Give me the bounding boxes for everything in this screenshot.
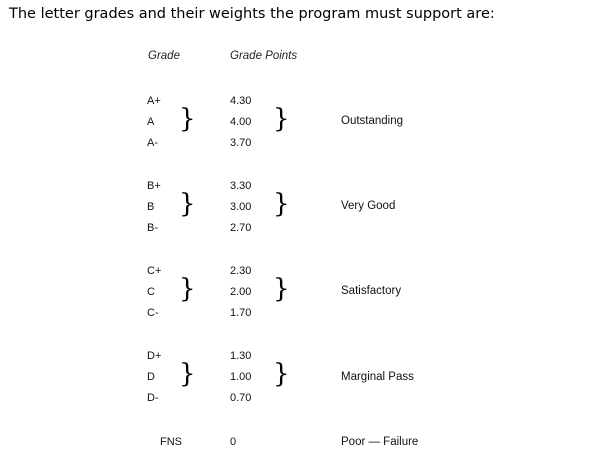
- grade-c-minus: C-: [147, 307, 159, 319]
- points-2-70: 2.70: [230, 222, 252, 234]
- grade-brace: }: [179, 359, 196, 389]
- grade-d: D: [147, 371, 155, 383]
- points-brace: }: [273, 189, 290, 219]
- points-0-70: 0.70: [230, 392, 252, 404]
- group-label-poor-failure: Poor — Failure: [341, 436, 419, 448]
- grade-a: A: [147, 116, 155, 128]
- grade-a-minus: A-: [147, 137, 158, 149]
- grade-b: B: [147, 201, 155, 213]
- points-1-30: 1.30: [230, 350, 252, 362]
- points-3-70: 3.70: [230, 137, 252, 149]
- grade-c: C: [147, 286, 155, 298]
- group-label-outstanding: Outstanding: [341, 115, 404, 127]
- grade-c-plus: C+: [147, 265, 162, 277]
- points-2-00: 2.00: [230, 286, 252, 298]
- points-2-30: 2.30: [230, 265, 252, 277]
- points-brace: }: [273, 104, 290, 134]
- group-label-very-good: Very Good: [341, 200, 396, 212]
- points-1-70: 1.70: [230, 307, 252, 319]
- grade-column-header: Grade: [148, 50, 180, 62]
- group-label-satisfactory: Satisfactory: [341, 285, 402, 297]
- grade-brace: }: [179, 104, 196, 134]
- points-4-30: 4.30: [230, 95, 252, 107]
- grade-points-column-header: Grade Points: [230, 50, 298, 62]
- points-1-00: 1.00: [230, 371, 252, 383]
- grade-d-plus: D+: [147, 350, 162, 362]
- group-label-marginal-pass: Marginal Pass: [341, 371, 414, 383]
- points-3-30: 3.30: [230, 180, 252, 192]
- grade-fns: FNS: [160, 436, 182, 448]
- grade-a-plus: A+: [147, 95, 161, 107]
- grade-d-minus: D-: [147, 392, 159, 404]
- grade-brace: }: [179, 189, 196, 219]
- points-3-00: 3.00: [230, 201, 252, 213]
- intro-text: The letter grades and their weights the …: [9, 6, 495, 22]
- points-brace: }: [273, 274, 290, 304]
- grade-brace: }: [179, 274, 196, 304]
- points-4-00: 4.00: [230, 116, 252, 128]
- grade-b-plus: B+: [147, 180, 161, 192]
- points-0: 0: [230, 436, 237, 448]
- grade-b-minus: B-: [147, 222, 158, 234]
- points-brace: }: [273, 359, 290, 389]
